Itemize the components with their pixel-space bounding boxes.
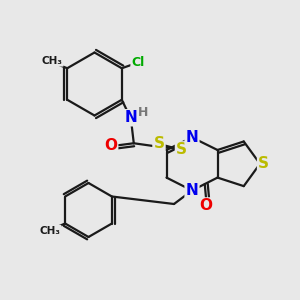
- Text: O: O: [200, 199, 213, 214]
- Text: N: N: [124, 110, 137, 125]
- Text: S: S: [176, 142, 187, 157]
- Text: N: N: [186, 183, 198, 198]
- Text: S: S: [154, 136, 164, 152]
- Text: CH₃: CH₃: [40, 226, 61, 236]
- Text: O: O: [104, 138, 117, 153]
- Text: Cl: Cl: [131, 56, 145, 69]
- Text: H: H: [138, 106, 148, 119]
- Text: N: N: [186, 130, 198, 145]
- Text: S: S: [258, 156, 269, 171]
- Text: CH₃: CH₃: [42, 56, 63, 66]
